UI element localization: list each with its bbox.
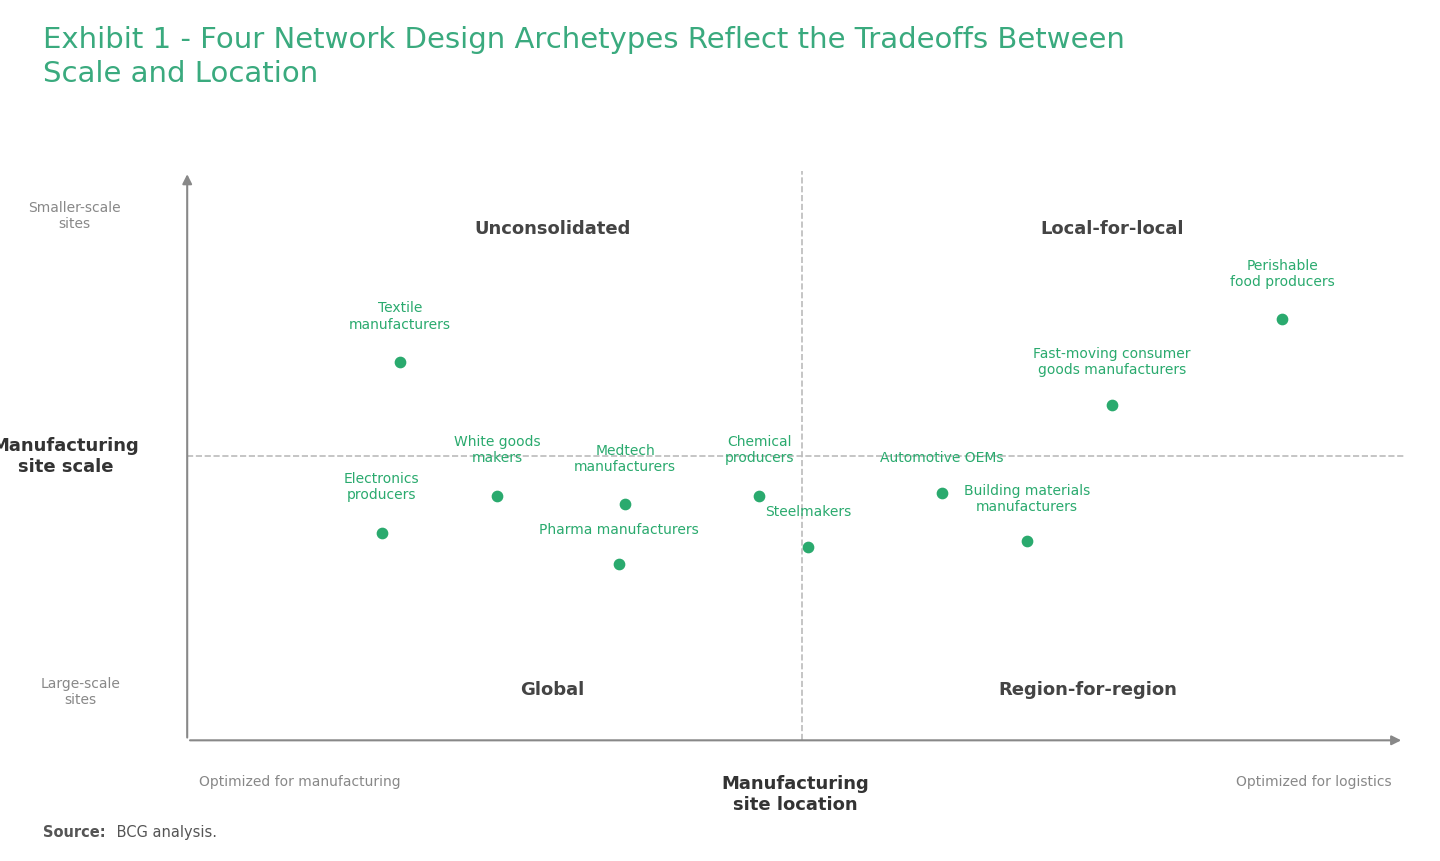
Text: Pharma manufacturers: Pharma manufacturers (540, 522, 698, 536)
Text: Manufacturing
site location: Manufacturing site location (721, 775, 870, 814)
Point (930, 486, 953, 500)
Text: Chemical
producers: Chemical producers (724, 435, 793, 465)
Text: Manufacturing
site scale: Manufacturing site scale (0, 437, 140, 476)
Point (796, 541, 819, 554)
Text: BCG analysis.: BCG analysis. (112, 825, 217, 839)
Text: Optimized for logistics: Optimized for logistics (1236, 775, 1392, 789)
Text: Building materials
manufacturers: Building materials manufacturers (963, 483, 1090, 513)
Text: Smaller-scale
sites: Smaller-scale sites (27, 201, 121, 231)
Text: Medtech
manufacturers: Medtech manufacturers (575, 443, 677, 474)
Point (747, 489, 770, 503)
Point (1100, 399, 1123, 412)
Text: White goods
makers: White goods makers (454, 435, 541, 465)
Point (485, 489, 508, 503)
Text: Large-scale
sites: Large-scale sites (40, 676, 121, 706)
Text: Optimized for manufacturing: Optimized for manufacturing (199, 775, 400, 789)
Text: Fast-moving consumer
goods manufacturers: Fast-moving consumer goods manufacturers (1034, 347, 1191, 377)
Point (1015, 535, 1038, 548)
Text: Source:: Source: (43, 825, 105, 839)
Text: Global: Global (520, 680, 585, 698)
Text: Textile
manufacturers: Textile manufacturers (348, 301, 451, 331)
Text: Local-for-local: Local-for-local (1040, 220, 1184, 238)
Text: Electronics
producers: Electronics producers (344, 472, 419, 502)
Point (608, 557, 631, 571)
Text: Steelmakers: Steelmakers (765, 505, 851, 519)
Point (389, 356, 412, 369)
Point (1270, 313, 1293, 327)
Point (370, 526, 393, 540)
Text: Automotive OEMs: Automotive OEMs (880, 451, 1004, 465)
Text: Region-for-region: Region-for-region (998, 680, 1176, 698)
Text: Exhibit 1 - Four Network Design Archetypes Reflect the Tradeoffs Between
Scale a: Exhibit 1 - Four Network Design Archetyp… (43, 26, 1125, 89)
Point (613, 498, 636, 511)
Text: Perishable
food producers: Perishable food producers (1230, 258, 1335, 288)
Text: Unconsolidated: Unconsolidated (474, 220, 631, 238)
